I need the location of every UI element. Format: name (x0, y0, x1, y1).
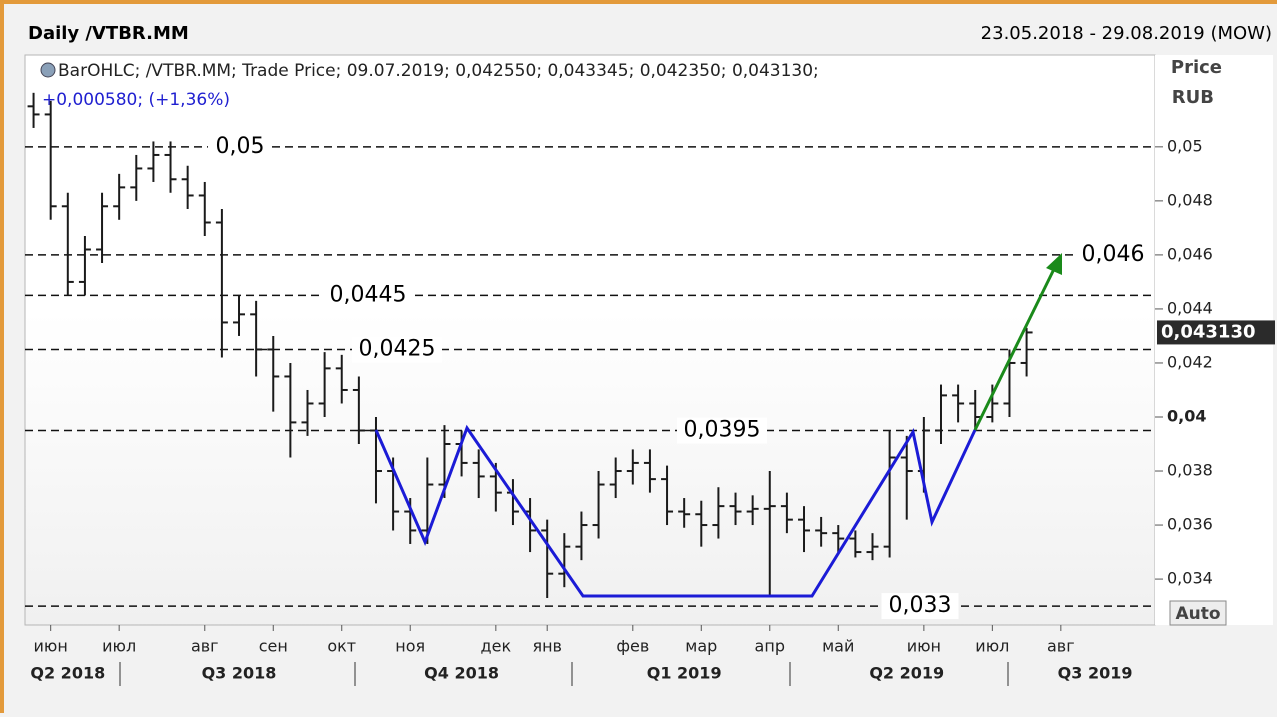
quarter-label: Q1 2019 (647, 664, 722, 683)
legend-line: BarOHLC; /VTBR.MM; Trade Price; 09.07.20… (58, 61, 819, 81)
y-unit: RUB (1172, 87, 1214, 108)
level-label-bg (208, 133, 272, 160)
plot-area (24, 54, 1156, 626)
target-arrow (973, 264, 1058, 431)
pattern-line (374, 424, 977, 598)
y-tick-label: 0,044 (1167, 298, 1213, 317)
y-tick-label: 0,038 (1167, 461, 1213, 480)
auto-button[interactable] (1169, 600, 1227, 626)
quarter-label: Q4 2018 (424, 664, 499, 683)
x-tick-label: окт (327, 637, 356, 656)
x-tick-label: ноя (395, 637, 425, 656)
y-tick-label: 0,036 (1167, 515, 1213, 534)
x-tick-label: июл (975, 637, 1009, 656)
last-price-label: 0,043130 (1161, 321, 1256, 342)
level-label-bg (323, 282, 413, 309)
x-tick-label: сен (259, 637, 288, 656)
y-tick-label: 0,046 (1167, 244, 1213, 263)
top-border (0, 0, 1277, 4)
change-line: +0,000580; (+1,36%) (42, 90, 230, 110)
legend-icon (40, 62, 56, 78)
chart-title: Daily /VTBR.MM (28, 23, 189, 44)
x-tick-label: апр (755, 637, 785, 656)
date-range: 23.05.2018 - 29.08.2019 (MOW) (981, 23, 1272, 44)
y-tick-label: 0,048 (1167, 190, 1213, 209)
level-label: 0,0445 (330, 282, 407, 307)
y-tick-label: 0,034 (1167, 569, 1213, 588)
level-label-bg (677, 417, 767, 444)
left-border (0, 0, 4, 713)
y-tick-label: 0,05 (1167, 136, 1203, 155)
x-tick-label: авг (1047, 637, 1075, 656)
x-tick-label: дек (481, 637, 512, 656)
quarter-label: Q3 2019 (1058, 664, 1133, 683)
quarter-label: Q2 2019 (869, 664, 944, 683)
level-label-bg (352, 336, 442, 363)
y-tick-label: 0,04 (1167, 406, 1206, 425)
level-label: 0,0425 (359, 336, 436, 361)
level-label: 0,0395 (684, 417, 761, 442)
y-label: Price (1171, 57, 1222, 78)
arrow-head (1046, 253, 1062, 275)
x-tick-label: май (822, 637, 854, 656)
x-tick-label: фев (616, 637, 649, 656)
last-price-box (1157, 320, 1275, 345)
x-tick-label: июн (907, 637, 941, 656)
level-label-bg (1074, 241, 1152, 268)
level-label: 0,046 (1082, 242, 1145, 267)
y-tick-label: 0,042 (1167, 352, 1213, 371)
x-tick-label: авг (191, 637, 219, 656)
x-tick-label: мар (685, 637, 717, 656)
level-label: 0,05 (216, 134, 265, 159)
x-tick-label: июл (102, 637, 136, 656)
quarter-label: Q2 2018 (30, 664, 105, 683)
level-label-bg (881, 593, 959, 620)
quarter-label: Q3 2018 (202, 664, 277, 683)
auto-label[interactable]: Auto (1175, 604, 1220, 624)
x-tick-label: янв (532, 637, 562, 656)
level-label: 0,033 (889, 593, 952, 618)
x-tick-label: июн (34, 637, 68, 656)
